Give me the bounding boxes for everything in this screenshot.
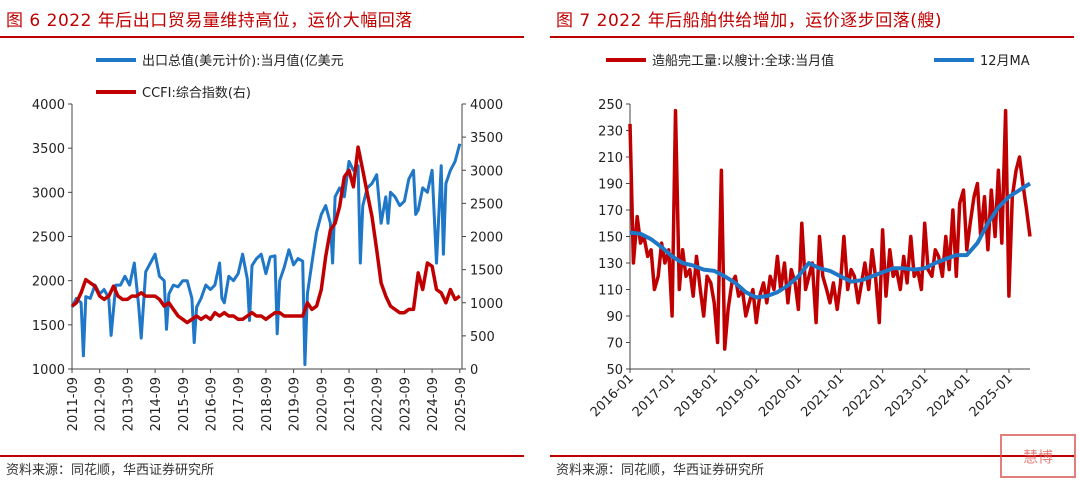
y-left-tick-label: 4000 (32, 98, 65, 113)
y-right-tick-label: 0 (470, 363, 478, 378)
x-tick-label: 2021-01 (798, 371, 847, 420)
y-left-tick-label: 3500 (32, 142, 65, 157)
right-chart-svg: 5070901101301501701902102302502016-01201… (588, 53, 1032, 420)
y-right-tick-label: 3000 (470, 164, 503, 179)
y-tick-label: 250 (598, 98, 623, 113)
x-tick-label: 2021-09 (343, 377, 358, 431)
y-left-tick-label: 1500 (32, 319, 65, 334)
y-right-tick-label: 500 (470, 330, 495, 345)
left-source-rule (0, 455, 524, 457)
x-tick-label: 2022-09 (371, 377, 386, 431)
x-tick-label: 2014-09 (149, 377, 164, 431)
y-right-tick-label: 1000 (470, 297, 503, 312)
x-tick-label: 2016-01 (588, 371, 637, 420)
right-chart-title: 图 7 2022 年后船舶供给增加，运价逐步回落(艘) (556, 11, 943, 31)
ccfi-index-line (70, 145, 461, 325)
left-chart-panel: 图 6 2022 年后出口贸易量维持高位，运价大幅回落 1000 1500 2000… (0, 0, 530, 480)
x-tick-label: 2023-01 (883, 371, 932, 420)
left-chart-title: 图 6 2022 年后出口贸易量维持高位，运价大幅回落 (6, 11, 413, 31)
x-tick-label: 2011-09 (66, 377, 81, 431)
x-tick-label: 2015-09 (177, 377, 192, 431)
ship-completion-line (628, 108, 1032, 351)
y-right-tick-label: 2000 (470, 231, 503, 246)
left-title-rule (0, 36, 524, 38)
x-tick-label: 2025-09 (454, 377, 469, 431)
y-tick-label: 150 (598, 231, 623, 246)
y-right-tick-label: 1500 (470, 264, 503, 279)
y-tick-label: 130 (598, 257, 623, 272)
y-tick-label: 170 (598, 204, 623, 219)
left-source-note: 资料来源：同花顺，华西证券研究所 (6, 463, 215, 478)
y-tick-label: 70 (606, 337, 623, 352)
x-tick-label: 2013-09 (121, 377, 136, 431)
y-right-tick-label: 3500 (470, 131, 503, 146)
y-tick-label: 50 (606, 363, 623, 378)
y-tick-label: 110 (598, 284, 623, 299)
y-left-tick-label: 2000 (32, 275, 65, 290)
x-tick-label: 2023-09 (398, 377, 413, 431)
x-tick-label: 2020-09 (315, 377, 330, 431)
legend-label-ma: 12月MA (980, 54, 1030, 69)
y-left-tick-label: 1000 (32, 363, 65, 378)
export-value-line (70, 143, 462, 367)
right-title-rule (550, 36, 1074, 38)
y-tick-label: 90 (606, 310, 623, 325)
ma12-line (629, 181, 1032, 300)
x-tick-label: 2018-01 (672, 371, 721, 420)
x-tick-label: 2020-01 (756, 371, 805, 420)
left-chart-svg: 1000 1500 2000 2500 3000 3500 4000 0 500 1000 1500… (32, 53, 503, 431)
y-tick-label: 230 (598, 125, 623, 140)
x-tick-label: 2017-09 (232, 377, 247, 431)
x-tick-label: 2012-09 (94, 377, 109, 431)
x-tick-label: 2017-01 (630, 371, 679, 420)
y-right-tick-label: 2500 (470, 197, 503, 212)
legend-label-ccfi: CCFI:综合指数(右) (142, 86, 251, 101)
x-tick-label: 2019-09 (288, 377, 303, 431)
y-left-tick-label: 2500 (32, 231, 65, 246)
y-tick-label: 190 (598, 178, 623, 193)
right-chart-panel: 图 7 2022 年后船舶供给增加，运价逐步回落(艘) 50 70 90 110 130… (550, 0, 1080, 480)
x-tick-label: 2025-01 (967, 371, 1016, 420)
y-right-tick-label: 4000 (470, 98, 503, 113)
x-tick-label: 2019-01 (714, 371, 763, 420)
x-tick-label: 2022-01 (840, 371, 889, 420)
x-tick-label: 2024-09 (426, 377, 441, 431)
legend-label-export: 出口总值(美元计价):当月值(亿美元 (142, 53, 344, 69)
y-tick-label: 210 (598, 151, 623, 166)
x-tick-label: 2016-09 (204, 377, 219, 431)
watermark-stamp: 慧博 (1000, 434, 1076, 478)
right-source-note: 资料来源：同花顺，华西证券研究所 (556, 463, 765, 478)
y-left-tick-label: 3000 (32, 186, 65, 201)
x-tick-label: 2024-01 (925, 371, 974, 420)
legend-label-ship: 造船完工量:以艘计:全球:当月值 (652, 53, 834, 69)
x-tick-label: 2018-09 (260, 377, 275, 431)
right-source-rule (550, 455, 1074, 457)
